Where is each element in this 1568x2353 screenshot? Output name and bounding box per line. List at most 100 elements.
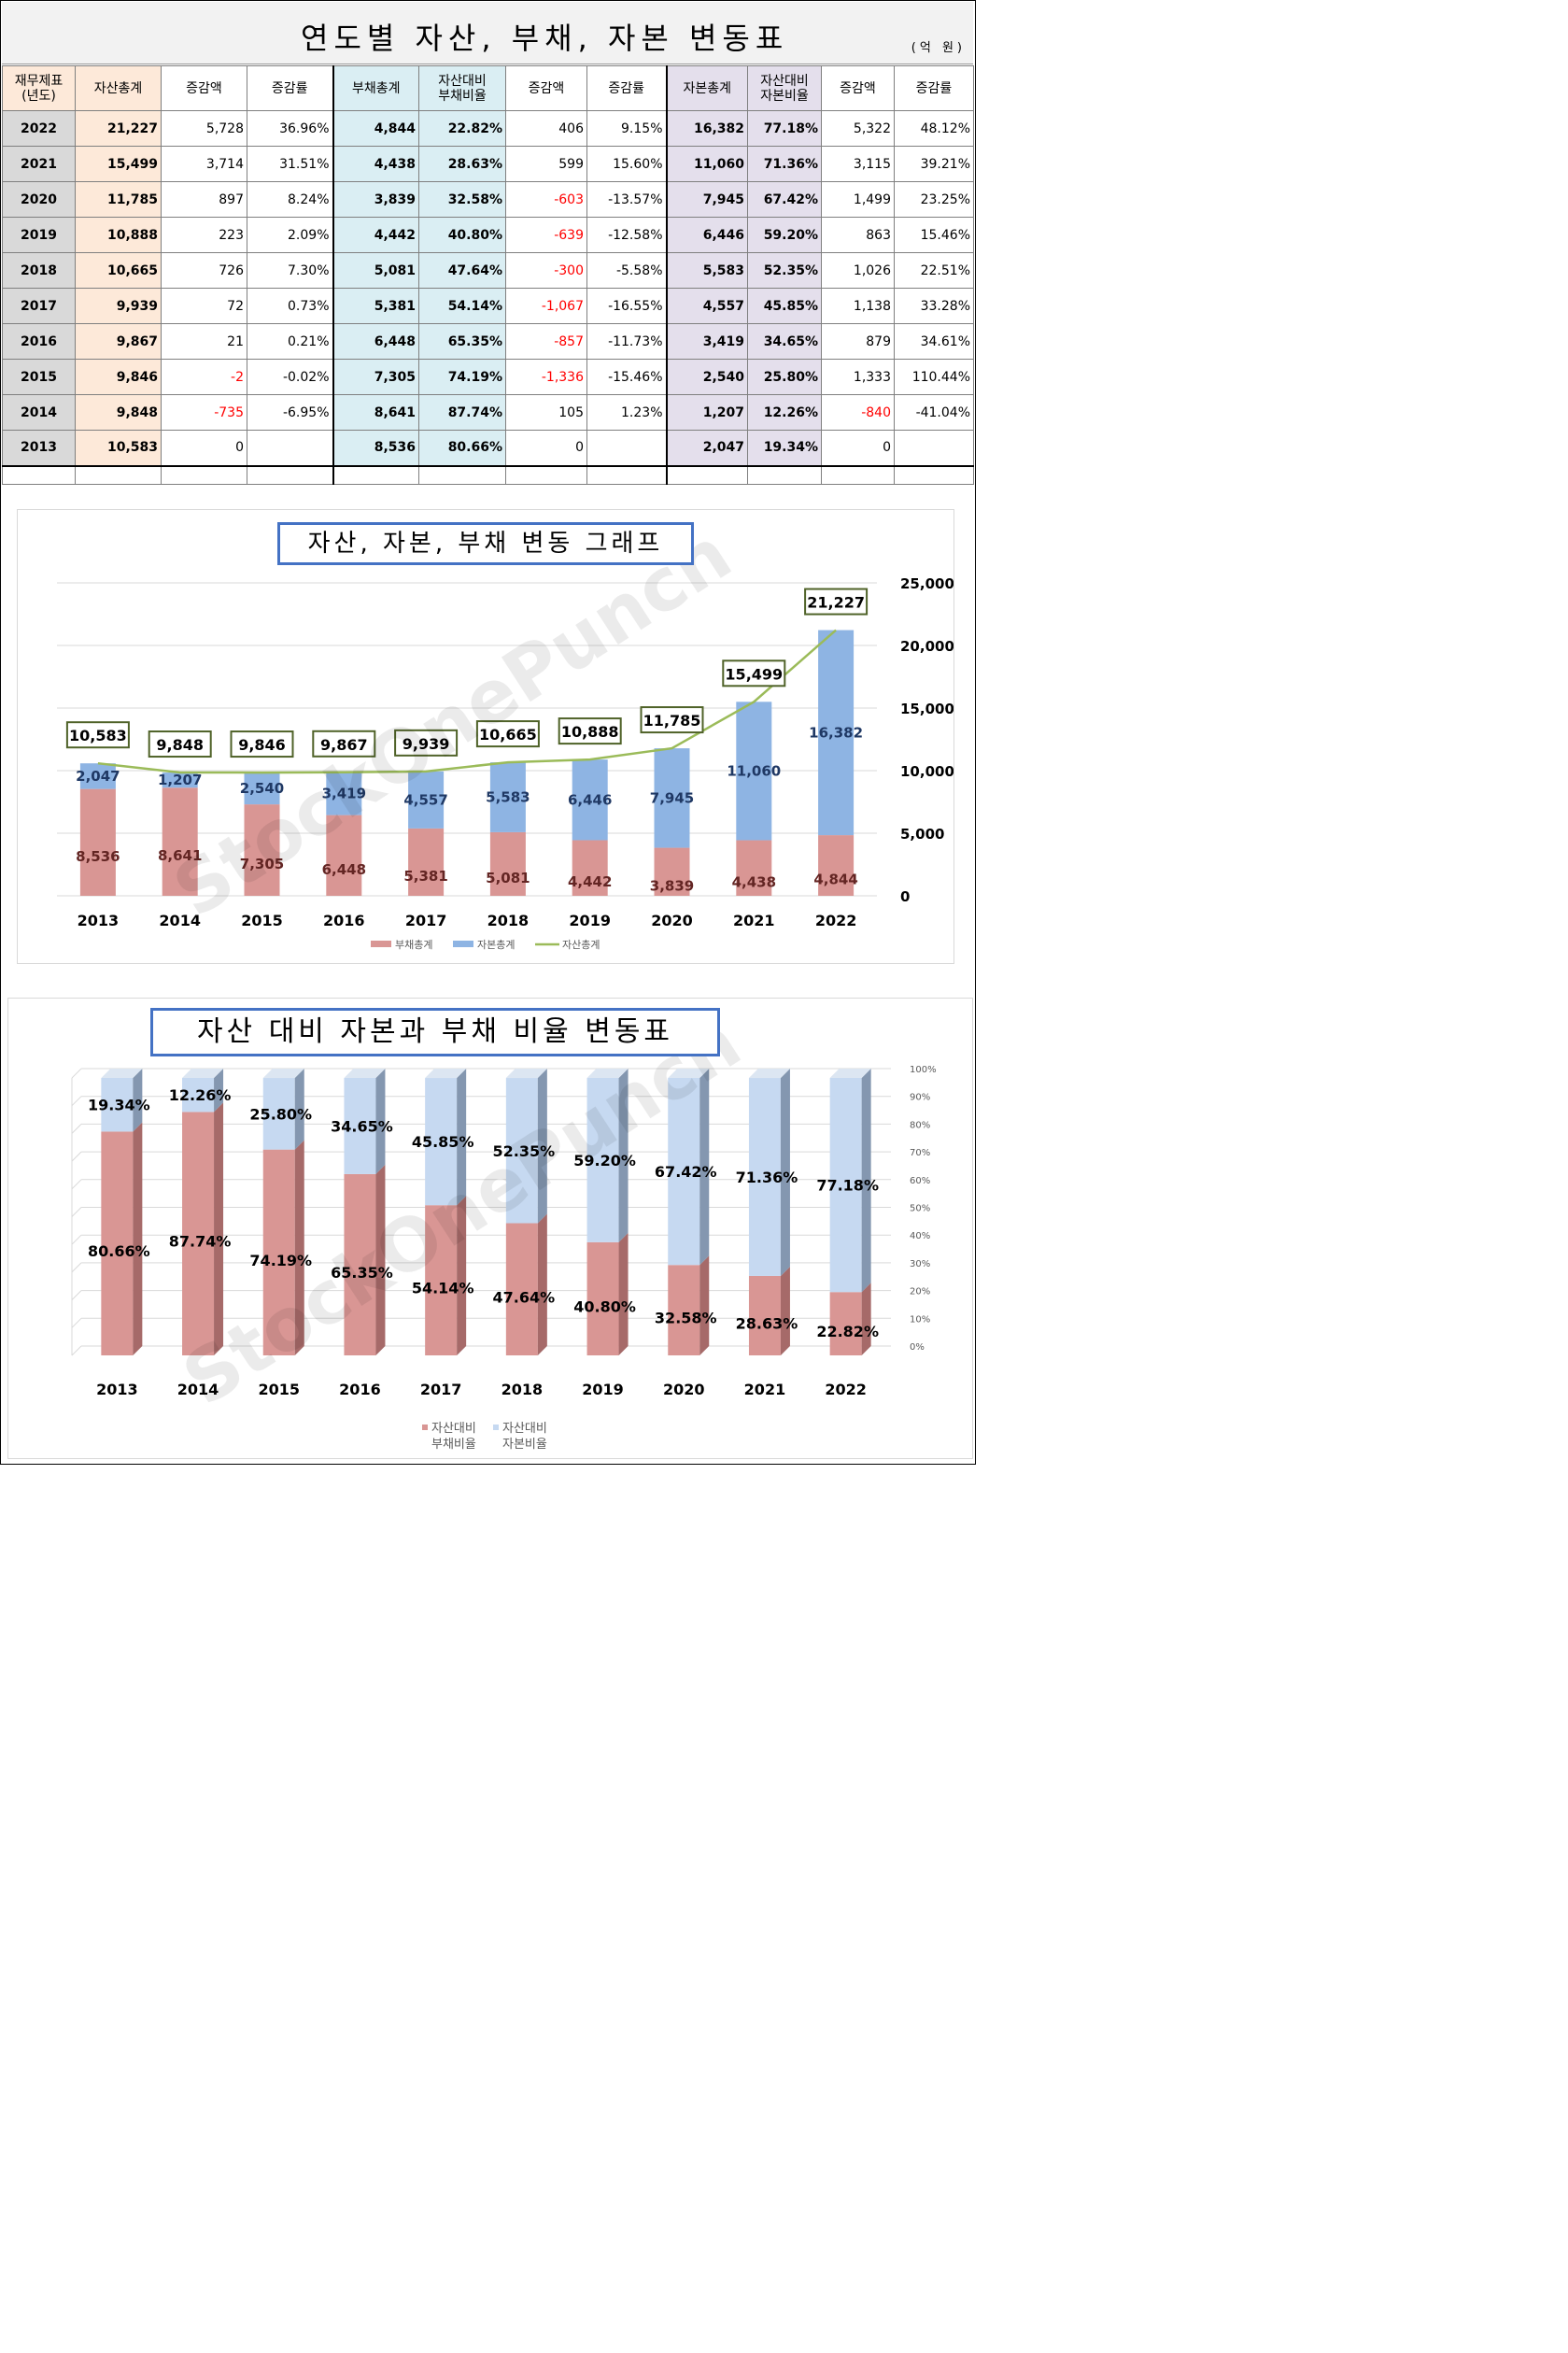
- gridline-side: [71, 1068, 82, 1079]
- table-row: 2015 9,846 -2 -0.02% 7,305 74.19% -1,336 -15.46…: [2, 359, 974, 395]
- table-row: 2019 10,888 223 2.09% 4,442 40.80% -639 -12.58%…: [2, 217, 974, 253]
- ratio-chart: 0% 10% 20% 30% 40% 50% 60% 70% 80% 90% 100% 80.66% 1…: [7, 998, 973, 1459]
- debt-ratio-label: 87.74%: [169, 1233, 232, 1251]
- equity-ratio-bar-side: [294, 1069, 304, 1150]
- debt-ratio-bar: [425, 1205, 458, 1355]
- debt-bar: [818, 835, 855, 896]
- equity-bar: [326, 772, 362, 815]
- x-tick-label: 2018: [501, 1381, 544, 1398]
- equity-ratio-bar: [829, 1078, 862, 1293]
- table-spacer-cell: [418, 464, 506, 485]
- table-header-cell: 증감액: [161, 65, 247, 111]
- table-spacer-cell: [75, 464, 162, 485]
- debt-ratio-bar-side: [618, 1232, 629, 1355]
- x-tick-label: 2016: [339, 1381, 381, 1398]
- table-cell: 879: [821, 323, 895, 360]
- equity-ratio-bar-side: [861, 1069, 871, 1293]
- legend-label-debt-ratio-2: 부채비율: [431, 1438, 476, 1452]
- debt-ratio-bar: [262, 1149, 295, 1355]
- table-header-cell: 증감액: [821, 65, 895, 111]
- equity-ratio-bar-side: [537, 1069, 547, 1224]
- x-tick-label: 2017: [420, 1381, 462, 1398]
- equity-ratio-label: 12.26%: [169, 1086, 232, 1104]
- equity-ratio-bar-side: [618, 1069, 629, 1242]
- equity-data-label: 2,047: [76, 768, 120, 785]
- table-cell: 7,945: [665, 181, 748, 218]
- table-cell: 9,939: [75, 288, 162, 324]
- financial-table: 재무제표 (년도) 자산총계 증감액 증감률 부채총계 자산대비 부채비율 증감액 증감률 자본…: [2, 65, 974, 485]
- table-cell: 9.15%: [586, 110, 667, 147]
- chart2-svg: 0% 10% 20% 30% 40% 50% 60% 70% 80% 90% 100% 80.66% 1…: [71, 1001, 937, 1452]
- x-tick-label: 2021: [733, 912, 775, 929]
- x-tick-label: 2013: [78, 912, 120, 929]
- table-cell: 28.63%: [418, 146, 506, 182]
- x-tick-label: 2018: [487, 912, 530, 929]
- debt-data-label: 4,844: [813, 872, 857, 888]
- table-cell: 34.61%: [894, 323, 974, 360]
- equity-ratio-label: 34.65%: [331, 1117, 393, 1135]
- y-tick-label: 10,000: [900, 763, 954, 780]
- debt-ratio-label: 22.82%: [816, 1323, 879, 1340]
- table-cell: 19.34%: [747, 430, 822, 466]
- table-cell: 36.96%: [247, 110, 333, 147]
- table-spacer-cell: [747, 464, 822, 485]
- debt-ratio-bar-side: [780, 1266, 790, 1355]
- table-cell: 59.20%: [747, 217, 822, 253]
- table-cell: 9,867: [75, 323, 162, 360]
- table-cell: 2014: [2, 394, 76, 431]
- table-cell: 72: [161, 288, 247, 324]
- y-tick-label: 100%: [910, 1065, 937, 1075]
- table-cell: 0: [821, 430, 895, 466]
- table-row: 2013 10,583 0 8,536 80.66% 0 2,047 19.34% 0: [2, 430, 974, 466]
- equity-ratio-label: 71.36%: [736, 1169, 798, 1186]
- table-cell: 10,888: [75, 217, 162, 253]
- table-cell: 34.65%: [747, 323, 822, 360]
- table-cell: 1,499: [821, 181, 895, 218]
- gridline-side: [71, 1317, 82, 1328]
- table-cell: 22.51%: [894, 252, 974, 289]
- table-cell: -603: [505, 181, 587, 218]
- debt-ratio-bar: [182, 1112, 215, 1355]
- table-cell: 3,115: [821, 146, 895, 182]
- table-cell: 2,540: [665, 359, 748, 395]
- debt-bar: [489, 831, 526, 896]
- asset-label-box: [312, 730, 376, 758]
- equity-bar: [162, 773, 198, 788]
- y-tick-label: 70%: [910, 1148, 930, 1158]
- table-cell: 6,446: [665, 217, 748, 253]
- equity-ratio-bar-side: [780, 1069, 790, 1276]
- equity-bar: [818, 630, 855, 836]
- y-tick-label: 40%: [910, 1231, 930, 1241]
- table-cell: 3,839: [332, 181, 419, 218]
- legend-label-debt: 부채총계: [395, 939, 432, 951]
- table-cell: -15.46%: [586, 359, 667, 395]
- table-cell: 25.80%: [747, 359, 822, 395]
- asset-data-label: 11,785: [643, 712, 701, 730]
- table-cell: 10,583: [75, 430, 162, 466]
- equity-ratio-bar-side: [457, 1069, 467, 1206]
- table-cell: -1,067: [505, 288, 587, 324]
- table-cell: 2.09%: [247, 217, 333, 253]
- legend-label-equity: 자본총계: [477, 939, 515, 951]
- y-tick-label: 30%: [910, 1259, 930, 1269]
- equity-ratio-bar-top: [829, 1069, 871, 1078]
- equity-ratio-label: 19.34%: [88, 1097, 150, 1114]
- equity-ratio-bar-top: [586, 1069, 629, 1078]
- gridline-side: [71, 1151, 82, 1162]
- asset-data-label: 21,227: [807, 594, 865, 612]
- asset-label-box: [475, 720, 540, 748]
- legend-swatch-equity-ratio: [493, 1425, 499, 1430]
- table-spacer-cell: [894, 464, 974, 485]
- debt-data-label: 4,442: [568, 873, 612, 890]
- equity-data-label: 5,583: [486, 789, 530, 806]
- equity-ratio-label: 45.85%: [412, 1133, 474, 1151]
- debt-bar: [572, 840, 608, 896]
- equity-ratio-bar: [505, 1078, 538, 1224]
- x-tick-label: 2020: [651, 912, 693, 929]
- table-cell: 9,848: [75, 394, 162, 431]
- equity-ratio-bar-top: [668, 1069, 710, 1078]
- equity-data-label: 2,540: [240, 780, 284, 797]
- table-cell: 3,714: [161, 146, 247, 182]
- debt-ratio-label: 47.64%: [493, 1288, 556, 1306]
- table-spacer-cell: [161, 464, 247, 485]
